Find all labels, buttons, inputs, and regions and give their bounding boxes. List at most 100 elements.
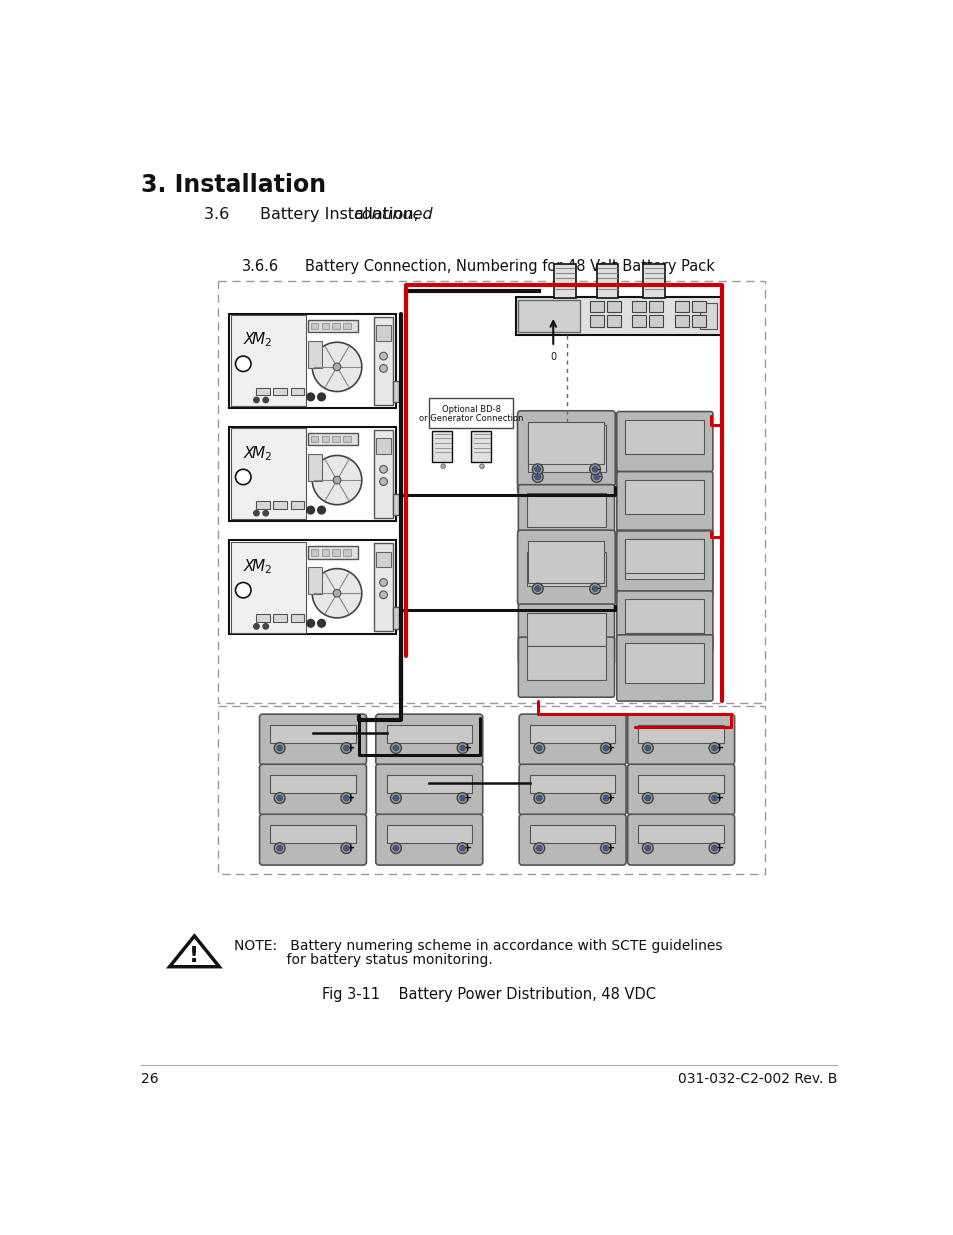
FancyBboxPatch shape <box>517 484 614 545</box>
Circle shape <box>307 393 314 401</box>
FancyBboxPatch shape <box>617 635 712 701</box>
Text: -: - <box>274 841 279 855</box>
Circle shape <box>602 846 608 851</box>
Text: 3. Installation: 3. Installation <box>141 173 326 196</box>
Circle shape <box>535 474 540 479</box>
Bar <box>632 315 645 327</box>
Bar <box>307 320 357 332</box>
Bar <box>517 300 579 332</box>
Text: +: + <box>346 743 355 753</box>
Text: -: - <box>642 792 647 804</box>
Bar <box>270 725 355 742</box>
Circle shape <box>276 846 282 851</box>
Circle shape <box>460 797 464 799</box>
Circle shape <box>263 624 268 629</box>
Polygon shape <box>170 936 219 967</box>
Circle shape <box>532 583 542 594</box>
Circle shape <box>537 846 540 850</box>
Circle shape <box>592 467 598 472</box>
Circle shape <box>641 742 653 753</box>
Circle shape <box>645 846 649 850</box>
Bar <box>624 599 703 634</box>
Circle shape <box>711 746 717 751</box>
Circle shape <box>589 583 599 594</box>
Circle shape <box>645 746 649 750</box>
Circle shape <box>537 797 540 799</box>
Circle shape <box>604 846 607 850</box>
Circle shape <box>460 746 464 750</box>
Circle shape <box>379 352 387 359</box>
Circle shape <box>711 846 717 851</box>
Circle shape <box>344 846 348 850</box>
Bar <box>638 776 723 793</box>
Text: Battery Connection, Numbering for 48 Volt Battery Pack: Battery Connection, Numbering for 48 Vol… <box>305 259 715 274</box>
Circle shape <box>536 468 538 471</box>
Bar <box>311 436 318 442</box>
Circle shape <box>711 795 717 800</box>
Circle shape <box>537 746 540 750</box>
Text: +: + <box>714 743 723 753</box>
FancyBboxPatch shape <box>617 530 712 597</box>
Circle shape <box>379 579 387 587</box>
Bar <box>624 538 703 579</box>
Circle shape <box>440 464 445 468</box>
Text: NOTE:   Battery numering scheme in accordance with SCTE guidelines: NOTE: Battery numering scheme in accorda… <box>233 939 721 953</box>
Text: $X\!M_2$: $X\!M_2$ <box>243 331 273 350</box>
Circle shape <box>263 398 268 403</box>
Circle shape <box>644 795 650 800</box>
Text: -: - <box>596 471 600 483</box>
FancyBboxPatch shape <box>517 411 615 487</box>
Bar <box>471 431 491 462</box>
Bar <box>526 613 605 646</box>
Text: +: + <box>533 472 542 482</box>
Bar <box>606 300 620 312</box>
Bar <box>386 825 472 842</box>
Bar <box>393 608 398 629</box>
Bar <box>256 614 270 621</box>
Bar <box>332 436 340 442</box>
Circle shape <box>460 846 464 850</box>
Circle shape <box>394 746 397 750</box>
Bar <box>291 388 304 395</box>
Circle shape <box>312 568 361 618</box>
Circle shape <box>278 797 281 799</box>
FancyBboxPatch shape <box>627 764 734 815</box>
Circle shape <box>459 746 465 751</box>
Bar <box>530 825 615 842</box>
Bar <box>638 725 723 742</box>
Circle shape <box>599 793 611 804</box>
Bar <box>429 399 513 427</box>
FancyBboxPatch shape <box>627 714 734 764</box>
Circle shape <box>602 746 608 751</box>
Bar <box>699 303 716 330</box>
Circle shape <box>708 793 720 804</box>
Bar <box>375 552 391 567</box>
Text: +: + <box>346 793 355 803</box>
Text: +: + <box>462 743 472 753</box>
Bar <box>554 264 575 299</box>
Bar <box>691 315 705 327</box>
Text: -: - <box>274 741 279 755</box>
Bar <box>307 433 357 446</box>
Circle shape <box>312 342 361 391</box>
Circle shape <box>379 592 387 599</box>
Bar <box>274 501 287 509</box>
Bar <box>307 341 321 368</box>
Circle shape <box>393 746 398 751</box>
Circle shape <box>307 620 314 627</box>
FancyBboxPatch shape <box>375 764 482 815</box>
Circle shape <box>235 583 251 598</box>
Circle shape <box>390 742 401 753</box>
Circle shape <box>712 797 716 799</box>
Bar <box>256 501 270 509</box>
Circle shape <box>253 510 259 516</box>
Circle shape <box>340 793 352 804</box>
Bar <box>375 325 391 341</box>
Text: 3.6.6: 3.6.6 <box>241 259 278 274</box>
Bar <box>332 324 340 330</box>
Bar <box>321 436 329 442</box>
Circle shape <box>589 464 599 474</box>
Text: +: + <box>714 793 723 803</box>
Text: continued: continued <box>353 206 433 222</box>
FancyBboxPatch shape <box>375 814 482 864</box>
